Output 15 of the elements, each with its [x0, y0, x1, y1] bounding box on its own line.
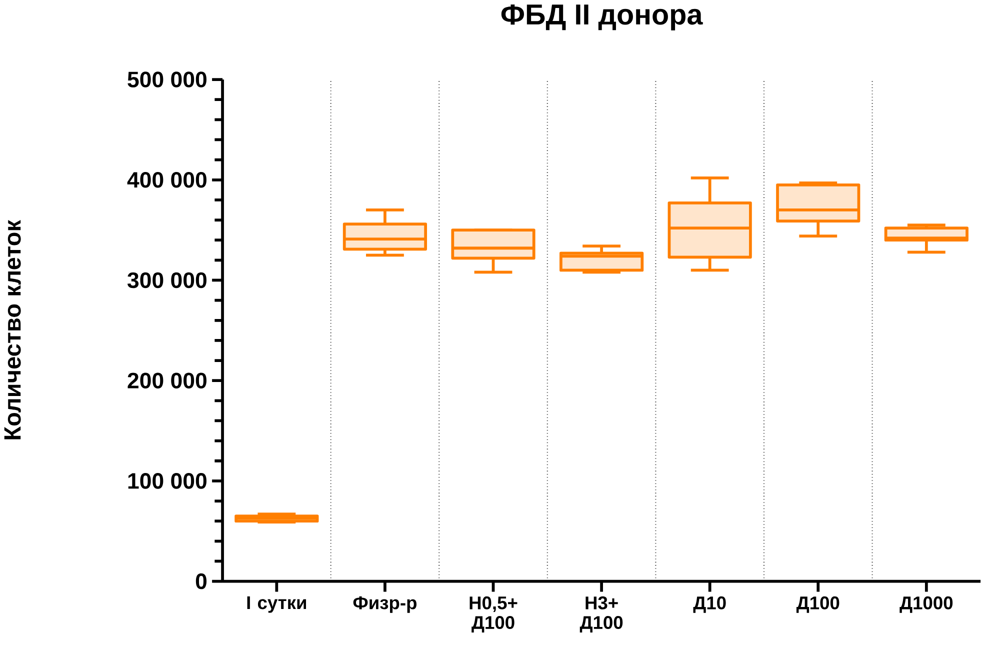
- y-axis-title: Количество клеток: [4, 220, 21, 440]
- y-tick-label: 500 000: [128, 72, 206, 88]
- y-tick-label: 400 000: [127, 172, 206, 188]
- y-tick-label: 300 000: [127, 272, 206, 288]
- x-tick-label: Д1000: [900, 596, 953, 613]
- chart-title: ФБД II донора: [501, 4, 703, 30]
- x-tick-label: I сутки: [247, 596, 306, 613]
- x-tick-label: Д100: [796, 596, 840, 613]
- x-tick-label: Н3+ Д100: [580, 596, 623, 632]
- y-tick-label: 200 000: [128, 372, 206, 388]
- x-tick-label: Д10: [693, 596, 726, 613]
- y-tick-label: 100 000: [128, 473, 206, 489]
- y-tick-label: 0: [196, 573, 207, 590]
- x-tick-label: Н0,5+ Д100: [470, 596, 518, 632]
- x-tick-label: Физр-р: [353, 596, 416, 613]
